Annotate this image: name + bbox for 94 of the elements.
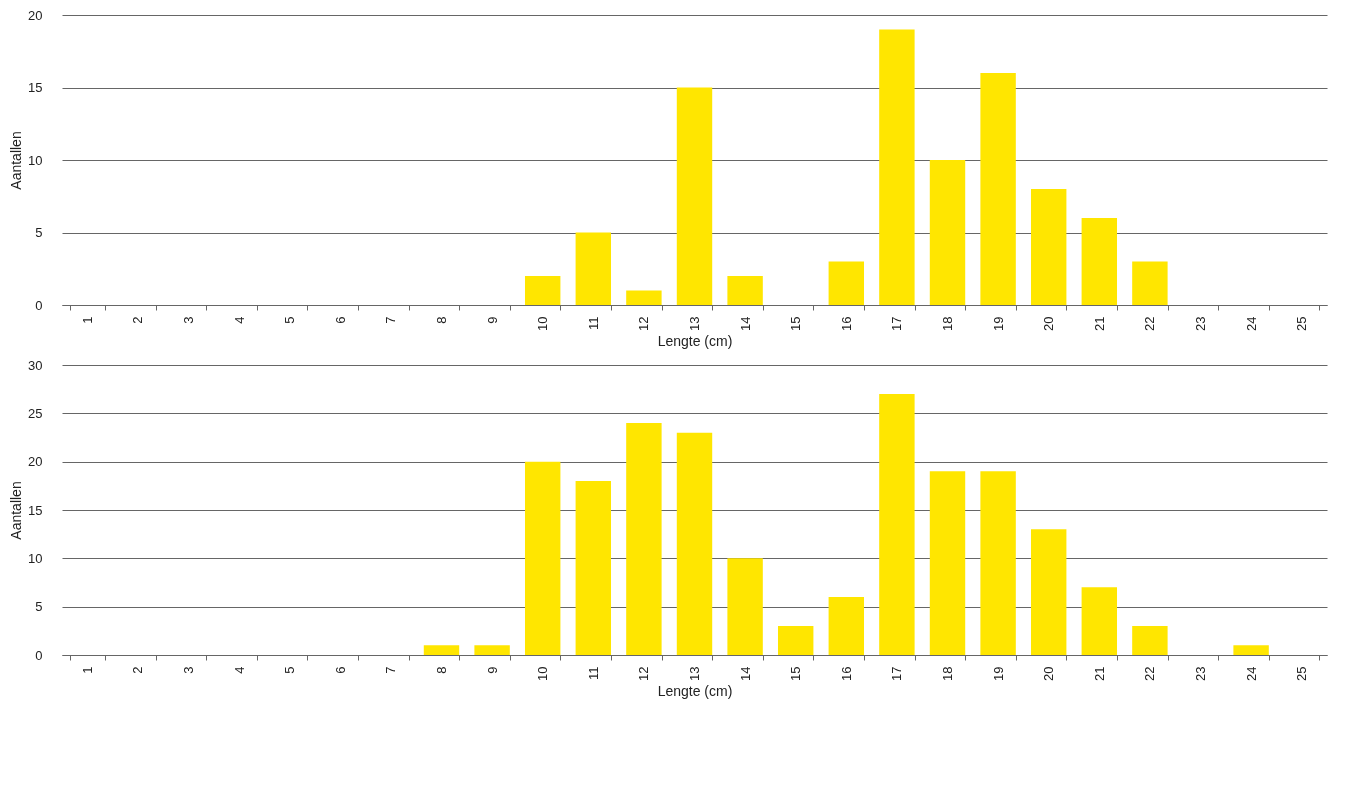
y-tick-label: 0 <box>35 297 43 313</box>
x-tick-label: 24 <box>1243 316 1259 331</box>
x-tick-label: 9 <box>484 316 500 324</box>
x-tick-label: 22 <box>1142 316 1158 331</box>
y-tick-label: 15 <box>28 502 43 518</box>
bar <box>727 558 763 655</box>
x-axis-title: Lengte (cm) <box>657 332 733 349</box>
y-tick-label: 5 <box>35 225 43 240</box>
y-tick-label: 10 <box>28 152 43 168</box>
x-tick-label: 7 <box>383 666 399 674</box>
x-tick-label: 2 <box>130 316 146 324</box>
bar <box>575 481 612 655</box>
bar <box>626 290 662 305</box>
bar <box>1233 645 1269 655</box>
x-axis-title: Lengte (cm) <box>657 682 733 699</box>
x-tick-label: 15 <box>788 316 804 331</box>
bar <box>929 471 966 655</box>
x-tick-label: 18 <box>940 666 955 681</box>
bar <box>879 394 915 655</box>
bar <box>575 232 612 305</box>
x-tick-label: 9 <box>484 666 500 674</box>
x-tick-label: 14 <box>737 316 753 331</box>
bar <box>980 73 1016 305</box>
x-tick-label: 10 <box>535 316 551 331</box>
x-tick-label: 13 <box>687 316 702 331</box>
y-tick-label: 5 <box>35 599 43 615</box>
x-tick-label: 23 <box>1193 316 1208 331</box>
x-tick-label: 13 <box>687 666 702 681</box>
bar <box>777 626 814 655</box>
y-tick-label: 20 <box>28 454 43 470</box>
x-tick-label: 25 <box>1294 316 1310 331</box>
x-tick-label: 11 <box>585 316 601 330</box>
y-tick-label: 25 <box>28 405 43 421</box>
bar <box>1081 218 1118 305</box>
y-tick-label: 15 <box>28 80 43 95</box>
x-tick-label: 20 <box>1041 316 1057 331</box>
y-tick-label: 10 <box>28 550 43 566</box>
x-tick-label: 16 <box>838 666 854 681</box>
bar <box>828 597 865 655</box>
bar <box>423 645 460 655</box>
x-tick-label: 16 <box>838 316 854 331</box>
bar <box>1132 626 1168 655</box>
bar <box>1030 189 1067 305</box>
bar <box>1132 261 1168 305</box>
x-tick-label: 18 <box>940 316 955 331</box>
x-tick-label: 12 <box>636 666 652 681</box>
y-axis-title: Aantallen <box>8 481 25 540</box>
x-tick-label: 8 <box>434 666 449 674</box>
x-tick-label: 1 <box>79 316 95 324</box>
x-tick-label: 21 <box>1091 316 1107 331</box>
x-tick-label: 3 <box>181 316 196 324</box>
bar <box>929 160 966 305</box>
x-tick-label: 6 <box>332 666 348 674</box>
x-tick-label: 8 <box>434 316 449 324</box>
bar <box>828 261 865 305</box>
x-tick-label: 2 <box>130 666 146 674</box>
x-tick-label: 24 <box>1243 666 1259 681</box>
x-tick-label: 22 <box>1142 666 1158 681</box>
x-tick-label: 11 <box>585 666 601 680</box>
y-tick-label: 20 <box>28 7 43 23</box>
x-tick-label: 4 <box>231 666 247 674</box>
x-tick-label: 7 <box>383 316 399 324</box>
x-tick-label: 17 <box>889 316 905 331</box>
y-tick-label: 30 <box>28 357 43 373</box>
y-tick-label: 0 <box>35 647 43 663</box>
bar <box>626 423 662 655</box>
bar <box>980 471 1016 655</box>
x-tick-label: 19 <box>990 316 1006 331</box>
x-tick-label: 1 <box>79 666 95 674</box>
x-tick-label: 19 <box>990 666 1006 681</box>
x-tick-label: 4 <box>231 316 247 324</box>
y-axis-title: Aantallen <box>8 131 25 190</box>
x-tick-label: 25 <box>1294 666 1310 681</box>
x-tick-label: 21 <box>1091 666 1107 681</box>
x-tick-label: 15 <box>788 666 804 681</box>
bar <box>524 276 561 305</box>
x-tick-label: 5 <box>282 316 298 324</box>
x-tick-label: 23 <box>1193 666 1208 681</box>
bar <box>727 276 763 305</box>
bar <box>676 87 713 305</box>
x-tick-label: 12 <box>636 316 652 331</box>
bar <box>524 461 561 655</box>
bar <box>676 432 713 655</box>
x-tick-label: 14 <box>737 666 753 681</box>
x-tick-label: 6 <box>332 316 348 324</box>
bar <box>1030 529 1067 655</box>
x-tick-label: 10 <box>535 666 551 681</box>
bar <box>1081 587 1118 655</box>
x-tick-label: 20 <box>1041 666 1057 681</box>
x-tick-label: 5 <box>282 666 298 674</box>
bar <box>879 29 915 305</box>
bar <box>474 645 510 655</box>
x-tick-label: 3 <box>181 666 196 674</box>
x-tick-label: 17 <box>889 666 905 681</box>
